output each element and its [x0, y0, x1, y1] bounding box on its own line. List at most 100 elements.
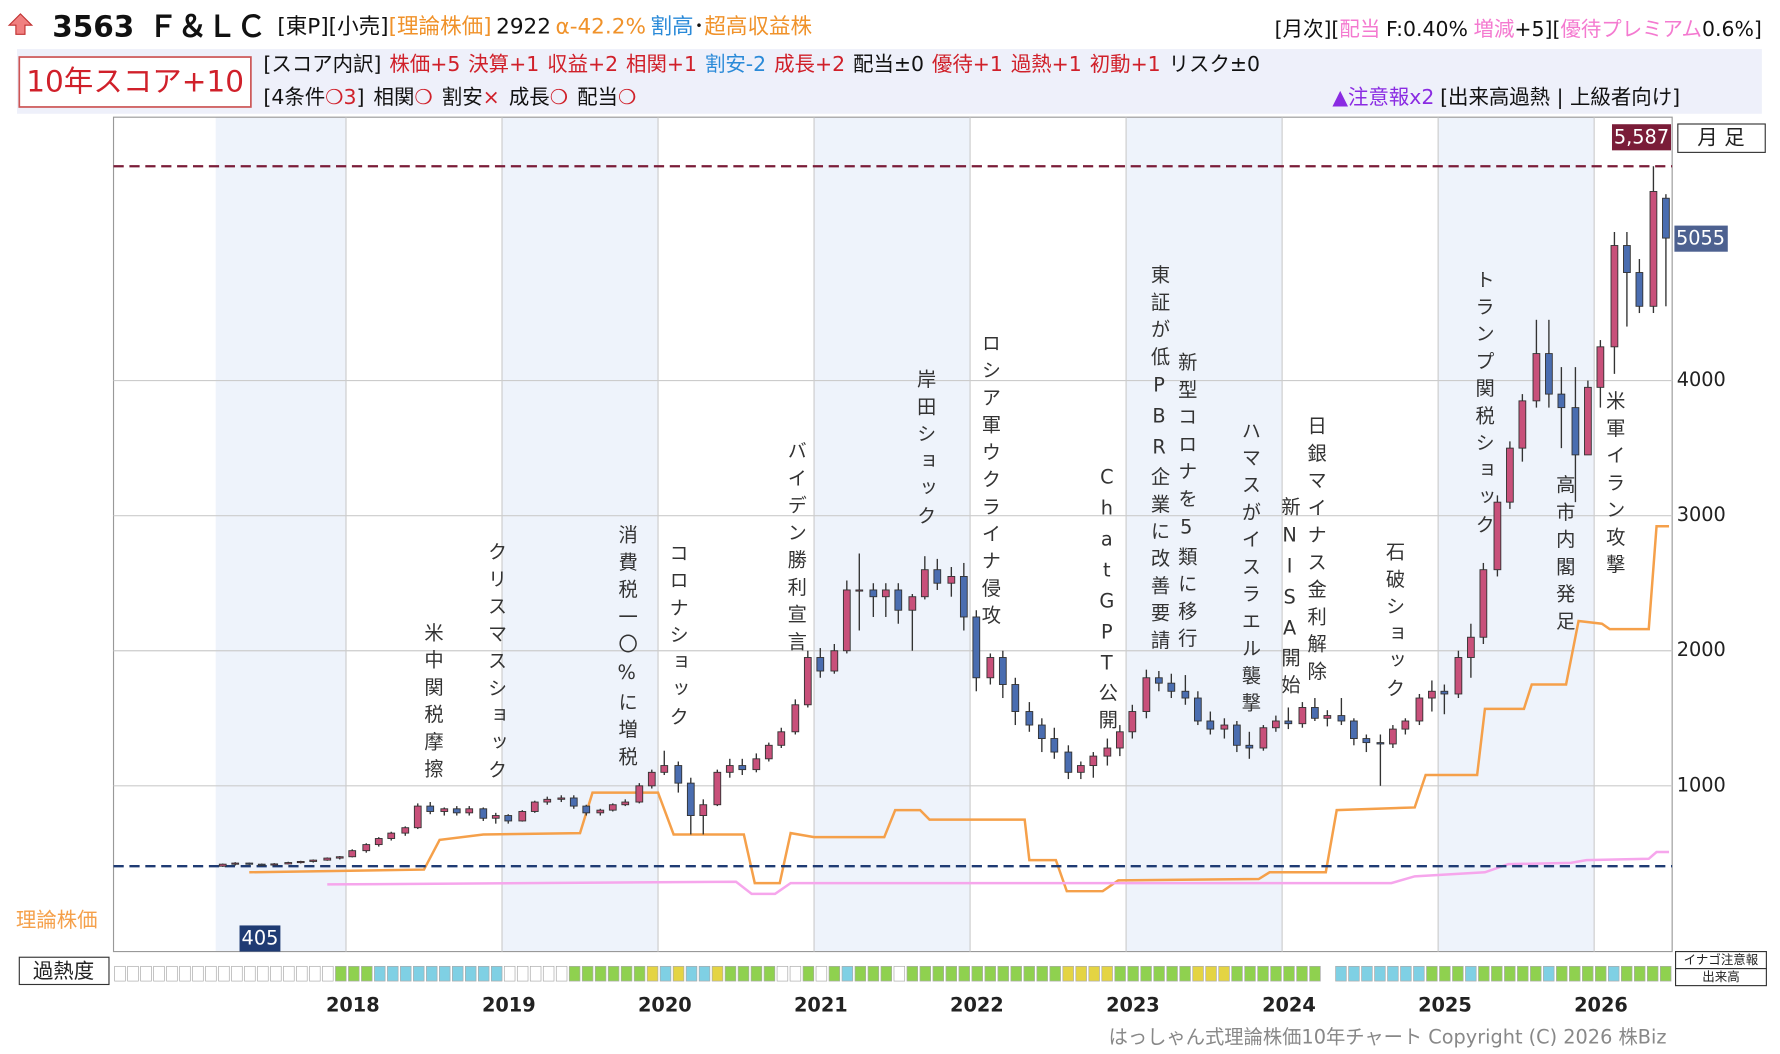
overheat-cell: [1582, 965, 1594, 982]
plot-frame: [112, 116, 1673, 953]
header-segment: 2922: [496, 15, 551, 40]
overheat-cell: [724, 965, 737, 982]
candle-body: [1635, 272, 1644, 307]
overheat-cell: [1413, 965, 1425, 982]
overheat-cell: [1296, 965, 1308, 982]
overheat-cell: [1439, 965, 1451, 982]
candle-body: [1428, 690, 1436, 699]
candle-body: [816, 657, 825, 672]
candle-body: [621, 801, 630, 806]
candle-body: [1571, 407, 1580, 456]
header-segment: 割安: [442, 85, 483, 109]
overheat-cell: [361, 965, 373, 982]
header-line: [スコア内訳] 株価+5 決算+1 収益+2 相関+1 割安-2 成長+2 配当±0 優待+1 過…: [263, 52, 1260, 76]
candle-body: [401, 827, 410, 834]
price-label: 405: [242, 927, 279, 950]
overheat-cell: [737, 965, 750, 982]
year-band: [215, 117, 346, 952]
overheat-cell: [1646, 965, 1659, 982]
candle-body: [218, 863, 227, 867]
overheat-cell: [1114, 965, 1126, 982]
overheat-cell: [1504, 965, 1516, 982]
overheat-cell: [945, 965, 957, 982]
year-band: [814, 117, 971, 952]
overheat-cell: [516, 965, 529, 982]
header-segment: ❍: [414, 85, 432, 109]
overheat-cell: [1257, 965, 1269, 982]
period: 月 足: [1697, 126, 1744, 150]
header-segment: 配当: [577, 85, 618, 109]
candle-body: [1193, 697, 1202, 722]
candle-body: [1623, 245, 1631, 273]
overheat-cell: [594, 965, 607, 982]
overheat-cell: [374, 965, 386, 982]
header-segment: ×: [483, 85, 500, 109]
annotation: 岸田ショック: [914, 369, 937, 532]
overheat-cell: [439, 965, 451, 982]
score-box: [18, 56, 252, 108]
overheat-cell: [452, 965, 464, 982]
line-label: 理論株価: [16, 908, 98, 932]
candle-body: [1610, 245, 1619, 348]
candle-body: [660, 765, 669, 773]
header-segment: +5][: [1514, 17, 1560, 41]
overheat-cell: [114, 965, 126, 982]
overheat-cell: [1465, 965, 1477, 982]
candle-body: [764, 744, 773, 760]
overheat-cell: [490, 965, 503, 982]
candle-body: [738, 765, 747, 771]
candle-body: [1545, 353, 1553, 395]
candle-body: [1128, 711, 1137, 733]
candle-body: [647, 771, 656, 787]
overheat-cell: [309, 965, 321, 982]
candle-body: [1350, 720, 1358, 740]
candle-body: [1596, 346, 1605, 388]
overheat-cell: [1231, 965, 1243, 982]
candle-body: [557, 797, 566, 800]
overheat-cell: [179, 965, 191, 982]
overheat-cell: [1049, 965, 1061, 982]
overheat-cell: [763, 965, 776, 982]
y-tick-label: 4000: [1677, 368, 1726, 391]
candle-body: [1206, 720, 1215, 730]
overheat-cell: [400, 965, 412, 982]
overheat-cell: [1569, 965, 1581, 982]
year-band: [1126, 117, 1283, 952]
candle-body: [596, 809, 605, 814]
overheat-cell: [1608, 965, 1620, 982]
overheat-cell: [348, 965, 360, 982]
overheat-cell: [1010, 965, 1022, 982]
overheat-cell: [1491, 965, 1503, 982]
overheat-cell: [828, 965, 841, 982]
candle-body: [1233, 724, 1241, 746]
candle-body: [1376, 742, 1385, 745]
candle-body: [1025, 711, 1034, 726]
header-segment: 割安-2: [705, 52, 766, 76]
overheat-cell: [1192, 965, 1204, 982]
candle-body: [1415, 697, 1424, 722]
header-segment: [スコア内訳]: [263, 52, 381, 76]
header-segment: F:0.40%: [1386, 17, 1468, 41]
overheat-cell: [555, 965, 568, 982]
x-tick-label: 2026: [1574, 994, 1628, 1017]
candle-body: [1115, 731, 1124, 749]
candle-body: [1493, 501, 1502, 571]
candle-body: [1557, 393, 1566, 409]
overheat-cell: [529, 965, 542, 982]
candle-body: [1245, 744, 1254, 749]
overheat-cell: [413, 965, 425, 982]
overheat-cell: [1205, 965, 1217, 982]
header-segment: ❍3: [325, 85, 356, 109]
overheat-box: [18, 956, 110, 986]
overheat-cell: [1556, 965, 1568, 982]
overheat-cell: [426, 965, 438, 982]
header-line: 3563 Ｆ＆ＬＣ [東P][小売][理論株価] 2922 α-42.2% 割高･超高収益…: [52, 9, 812, 43]
annotation: ハマスがイスラエル襲撃: [1238, 420, 1261, 720]
candle-body: [1142, 677, 1151, 712]
candle-body: [791, 704, 800, 733]
overheat-cell: [984, 965, 996, 982]
overheat-cell: [231, 965, 243, 982]
candle-body: [1506, 447, 1514, 503]
overheat-cell: [672, 965, 685, 982]
